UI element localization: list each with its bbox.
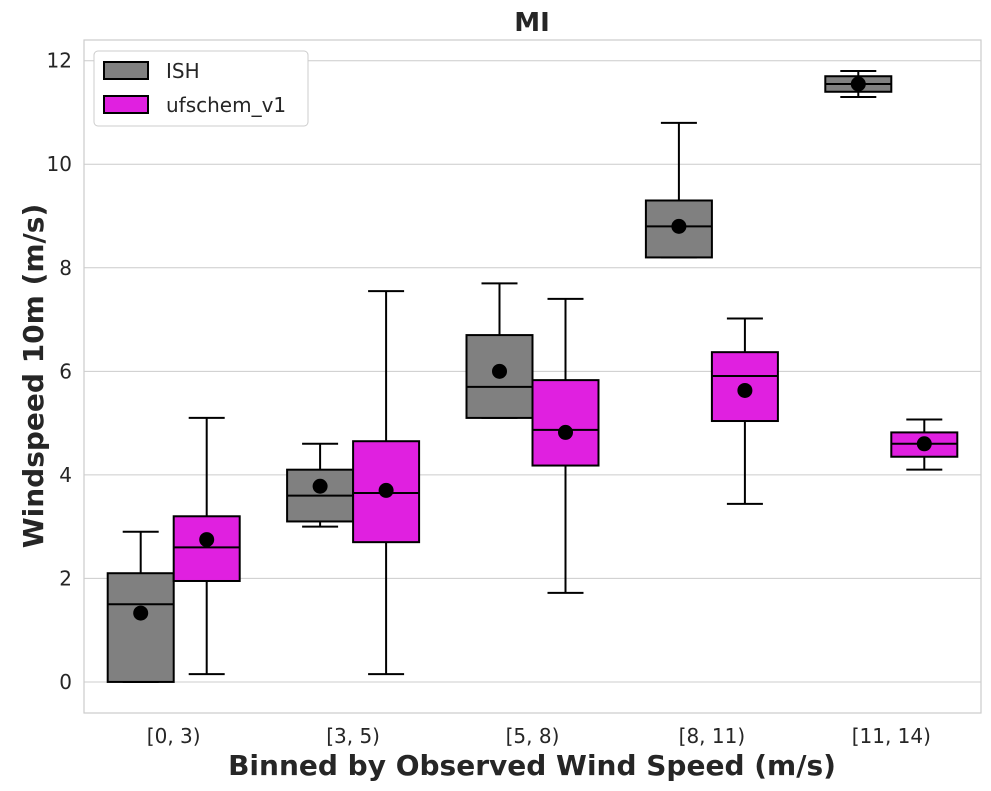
box-ufschem-4-mean-marker xyxy=(737,382,753,398)
chart-title: MI xyxy=(514,8,550,38)
box-ish-4-mean-marker xyxy=(671,218,687,234)
box-ish-2-mean-marker xyxy=(312,478,328,494)
box-ish-5 xyxy=(824,70,893,98)
y-tick-label-8: 8 xyxy=(59,256,72,280)
y-tick-label-10: 10 xyxy=(47,152,72,176)
y-tick-label-2: 2 xyxy=(59,566,72,590)
box-ish-3-mean-marker xyxy=(492,363,507,379)
y-tick-label-12: 12 xyxy=(47,49,72,73)
box-ufschem-3-mean-marker xyxy=(558,424,573,440)
box-ufschem-2-mean-marker xyxy=(378,482,394,498)
box-ish-5-mean-marker xyxy=(850,76,866,92)
box-ufschem-5-mean-marker xyxy=(916,436,932,452)
x-tick-label-5: [11, 14) xyxy=(852,724,931,748)
box-ufschem-1-mean-marker xyxy=(199,532,215,548)
x-tick-label-1: [0, 3) xyxy=(147,724,201,748)
box-ish-1 xyxy=(106,530,175,683)
box-ufschem-5 xyxy=(890,418,959,471)
box-ufschem-1 xyxy=(172,416,241,676)
y-tick-label-6: 6 xyxy=(59,359,72,383)
box-ish-2 xyxy=(286,442,355,528)
box-ufschem-2-iqr xyxy=(352,440,421,544)
y-tick-label-0: 0 xyxy=(59,670,72,694)
box-ish-4 xyxy=(644,121,713,259)
y-tick-labels: 0 2 4 6 8 10 12 xyxy=(47,49,72,694)
boxes xyxy=(106,70,959,683)
box-ufschem-1-iqr xyxy=(172,515,241,582)
x-tick-label-2: [3, 5) xyxy=(326,724,380,748)
box-ufschem-4 xyxy=(710,317,779,505)
legend-swatch-ish xyxy=(103,61,149,80)
box-ufschem-3-iqr xyxy=(531,379,600,467)
x-tick-label-3: [5, 8) xyxy=(506,724,560,748)
y-axis-label: Windspeed 10m (m/s) xyxy=(17,204,50,549)
box-ish-3 xyxy=(465,282,534,419)
box-ish-1-iqr xyxy=(106,572,175,683)
legend-swatch-ufschem-v1 xyxy=(103,95,149,114)
legend: ISH ufschem_v1 xyxy=(93,50,309,127)
box-ufschem-2 xyxy=(352,290,421,676)
box-ufschem-3 xyxy=(531,297,600,594)
legend-label-ish: ISH xyxy=(166,59,200,83)
y-tick-label-4: 4 xyxy=(59,463,72,487)
legend-label-ufschem-v1: ufschem_v1 xyxy=(166,93,286,117)
x-axis-label: Binned by Observed Wind Speed (m/s) xyxy=(228,749,836,782)
box-ish-1-mean-marker xyxy=(133,605,149,621)
x-tick-labels: [0, 3) [3, 5) [5, 8) [8, 11) [11, 14) xyxy=(147,724,931,748)
x-tick-label-4: [8, 11) xyxy=(679,724,746,748)
